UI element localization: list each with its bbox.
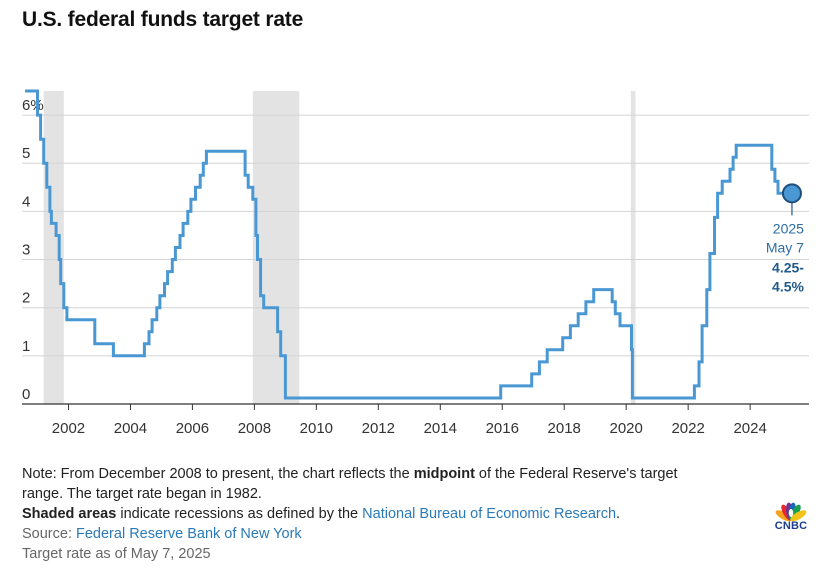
annotation-value-line2: 4.5% <box>772 278 804 294</box>
x-tick-label-2020: 2020 <box>610 420 643 437</box>
peacock-icon <box>775 502 807 522</box>
y-axis-ticks: 6% 5 4 3 2 1 0 <box>22 97 44 403</box>
note-midpoint: midpoint <box>413 466 475 482</box>
x-tick-label-2002: 2002 <box>52 420 85 437</box>
annotation-year: 2025 <box>773 220 804 236</box>
chart: 6% 5 4 3 2 1 0 2002 2004 2006 2008 2010 2012 2014 201… <box>22 89 809 437</box>
recession-band-1 <box>252 91 300 404</box>
source-link[interactable]: Federal Reserve Bank of New York <box>76 526 302 542</box>
x-tick-label-2022: 2022 <box>671 420 704 437</box>
y-tick-label-6: 6% <box>22 97 44 114</box>
recession-band-2 <box>630 91 636 404</box>
y-tick-label-1: 1 <box>22 338 30 355</box>
x-tick-label-2010: 2010 <box>300 420 333 437</box>
recession-bands <box>43 91 636 404</box>
note-line-1: Note: From December 2008 to present, the… <box>22 466 678 482</box>
peacock-body <box>788 509 794 517</box>
y-tick-label-0: 0 <box>22 386 30 403</box>
y-tick-label-5: 5 <box>22 145 30 162</box>
y-tick-label-2: 2 <box>22 290 30 307</box>
note-shaded-areas: Shaded areas <box>22 506 117 522</box>
annotation-date: May 7 <box>766 239 804 255</box>
annotation-value-line1: 4.25- <box>772 259 804 275</box>
note-line-2: range. The target rate began in 1982. <box>22 486 262 502</box>
x-tick-label-2018: 2018 <box>548 420 581 437</box>
annotation-dot <box>781 183 802 204</box>
x-tick-label-2006: 2006 <box>176 420 209 437</box>
latest-value-annotation: 2025 May 7 4.25- 4.5% <box>766 183 804 294</box>
cnbc-logo-text: CNBC <box>774 520 808 532</box>
x-tick-label-2016: 2016 <box>486 420 519 437</box>
y-tick-label-3: 3 <box>22 242 30 259</box>
chart-title: U.S. federal funds target rate <box>22 8 304 31</box>
cnbc-logo: CNBC <box>769 496 813 534</box>
y-tick-label-4: 4 <box>22 193 30 210</box>
note-line-3: Shaded areas indicate recessions as defi… <box>22 506 621 522</box>
x-tick-label-2012: 2012 <box>362 420 395 437</box>
x-tick-label-2008: 2008 <box>238 420 271 437</box>
peacock-feather-5 <box>790 510 807 522</box>
x-axis-ticks: 2002 2004 2006 2008 2010 2012 2014 2016 2018 2020… <box>52 404 767 437</box>
x-tick-label-2014: 2014 <box>424 420 457 437</box>
nber-link[interactable]: National Bureau of Economic Research <box>362 506 617 522</box>
x-tick-label-2024: 2024 <box>733 420 766 437</box>
as-of-line: Target rate as of May 7, 2025 <box>22 546 211 562</box>
recession-band-0 <box>43 91 64 404</box>
rate-line <box>25 89 792 400</box>
grid-lines <box>22 114 809 405</box>
source-line: Source: Federal Reserve Bank of New York <box>22 526 302 542</box>
chart-notes: Note: From December 2008 to present, the… <box>22 464 762 564</box>
x-tick-label-2004: 2004 <box>114 420 147 437</box>
